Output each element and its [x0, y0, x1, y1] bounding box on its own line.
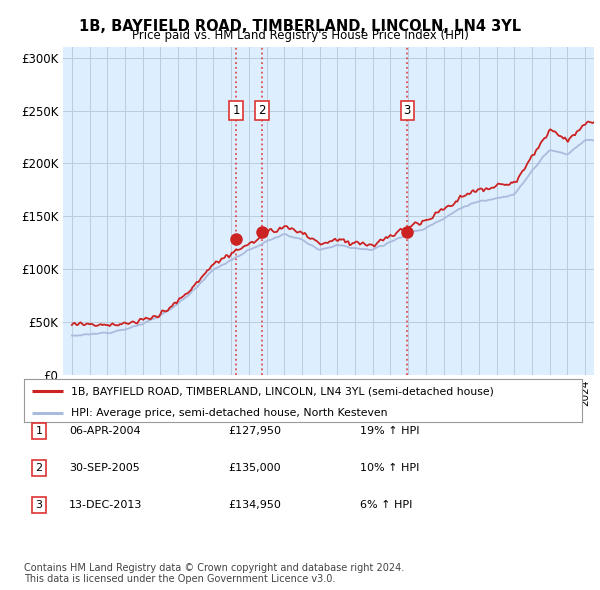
Text: £127,950: £127,950	[228, 426, 281, 435]
Text: 1: 1	[232, 104, 239, 117]
Text: 30-SEP-2005: 30-SEP-2005	[69, 463, 140, 473]
Text: 3: 3	[404, 104, 411, 117]
Text: Price paid vs. HM Land Registry's House Price Index (HPI): Price paid vs. HM Land Registry's House …	[131, 30, 469, 42]
Text: This data is licensed under the Open Government Licence v3.0.: This data is licensed under the Open Gov…	[24, 574, 335, 584]
Text: 6% ↑ HPI: 6% ↑ HPI	[360, 500, 412, 510]
Text: 06-APR-2004: 06-APR-2004	[69, 426, 140, 435]
Text: 1: 1	[35, 426, 43, 435]
Text: Contains HM Land Registry data © Crown copyright and database right 2024.: Contains HM Land Registry data © Crown c…	[24, 563, 404, 573]
Text: 2: 2	[259, 104, 266, 117]
Text: 1B, BAYFIELD ROAD, TIMBERLAND, LINCOLN, LN4 3YL: 1B, BAYFIELD ROAD, TIMBERLAND, LINCOLN, …	[79, 19, 521, 34]
Text: 3: 3	[35, 500, 43, 510]
Text: 1B, BAYFIELD ROAD, TIMBERLAND, LINCOLN, LN4 3YL (semi-detached house): 1B, BAYFIELD ROAD, TIMBERLAND, LINCOLN, …	[71, 386, 494, 396]
Text: 19% ↑ HPI: 19% ↑ HPI	[360, 426, 419, 435]
Text: 10% ↑ HPI: 10% ↑ HPI	[360, 463, 419, 473]
Text: £134,950: £134,950	[228, 500, 281, 510]
Text: 2: 2	[35, 463, 43, 473]
Text: £135,000: £135,000	[228, 463, 281, 473]
Text: HPI: Average price, semi-detached house, North Kesteven: HPI: Average price, semi-detached house,…	[71, 408, 388, 418]
Text: 13-DEC-2013: 13-DEC-2013	[69, 500, 142, 510]
